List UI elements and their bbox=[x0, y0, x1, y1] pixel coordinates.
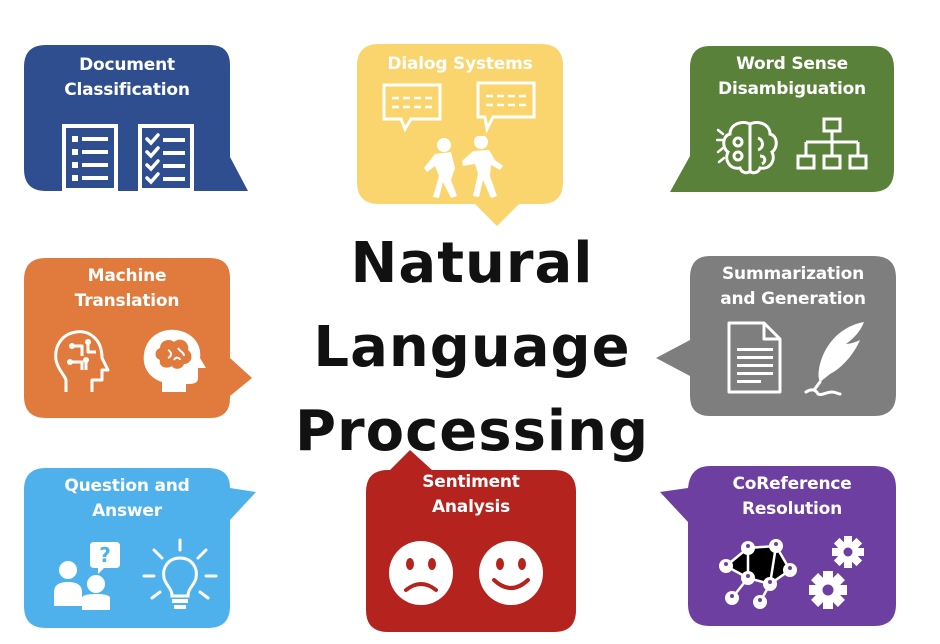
bubble-sentiment-analysis: Sentiment Analysis bbox=[366, 448, 576, 634]
speech-bubble-icon bbox=[382, 83, 442, 133]
bubble-document-classification: Document Classification bbox=[24, 45, 250, 211]
bubble-dialog-systems: Dialog Systems bbox=[357, 44, 563, 230]
brain-icon bbox=[716, 120, 778, 175]
bubble-shape bbox=[24, 468, 256, 628]
bubble-machine-translation: Machine Translation bbox=[24, 258, 254, 422]
bubble-label: Word Sense Disambiguation bbox=[718, 54, 866, 99]
people-question-icon: ? bbox=[54, 542, 120, 610]
feather-pen-icon bbox=[804, 322, 864, 397]
bubble-label: Dialog Systems bbox=[387, 54, 533, 74]
sad-face-icon bbox=[389, 541, 453, 605]
brain-head-icon bbox=[143, 329, 206, 392]
title-line-3: Processing bbox=[294, 399, 650, 464]
bubble-label: Sentiment Analysis bbox=[422, 472, 520, 517]
bubble-label: Document Classification bbox=[64, 55, 190, 100]
bubble-label: Summarization and Generation bbox=[720, 264, 866, 309]
bubble-summarization-generation: Summarization and Generation bbox=[654, 256, 896, 422]
title-line-2: Language bbox=[313, 315, 631, 380]
document-icon bbox=[727, 321, 782, 394]
hierarchy-icon bbox=[796, 117, 868, 170]
speech-bubble-icon bbox=[476, 81, 536, 134]
gears-icon bbox=[809, 536, 864, 609]
network-icon bbox=[719, 539, 797, 609]
bubble-shape bbox=[357, 44, 563, 226]
bubble-label: CoReference Resolution bbox=[732, 474, 852, 519]
title-line-1: Natural bbox=[350, 231, 594, 296]
checklist-document-icon bbox=[138, 124, 194, 192]
bubble-question-and-answer: Question and Answer ? bbox=[24, 468, 258, 634]
bubble-coreference-resolution: CoReference Resolution bbox=[660, 466, 896, 632]
happy-face-icon bbox=[479, 541, 543, 605]
center-title: Natural Language Processing bbox=[282, 222, 662, 474]
two-people-talking-icon bbox=[424, 136, 503, 198]
bubble-label: Question and Answer bbox=[64, 476, 190, 521]
circuit-head-icon bbox=[54, 330, 110, 392]
svg-text:?: ? bbox=[99, 543, 111, 567]
list-document-icon bbox=[62, 124, 118, 192]
bubble-word-sense-disambiguation: Word Sense Disambiguation bbox=[668, 46, 894, 212]
bubble-label: Machine Translation bbox=[74, 266, 180, 311]
lightbulb-icon bbox=[142, 538, 218, 609]
